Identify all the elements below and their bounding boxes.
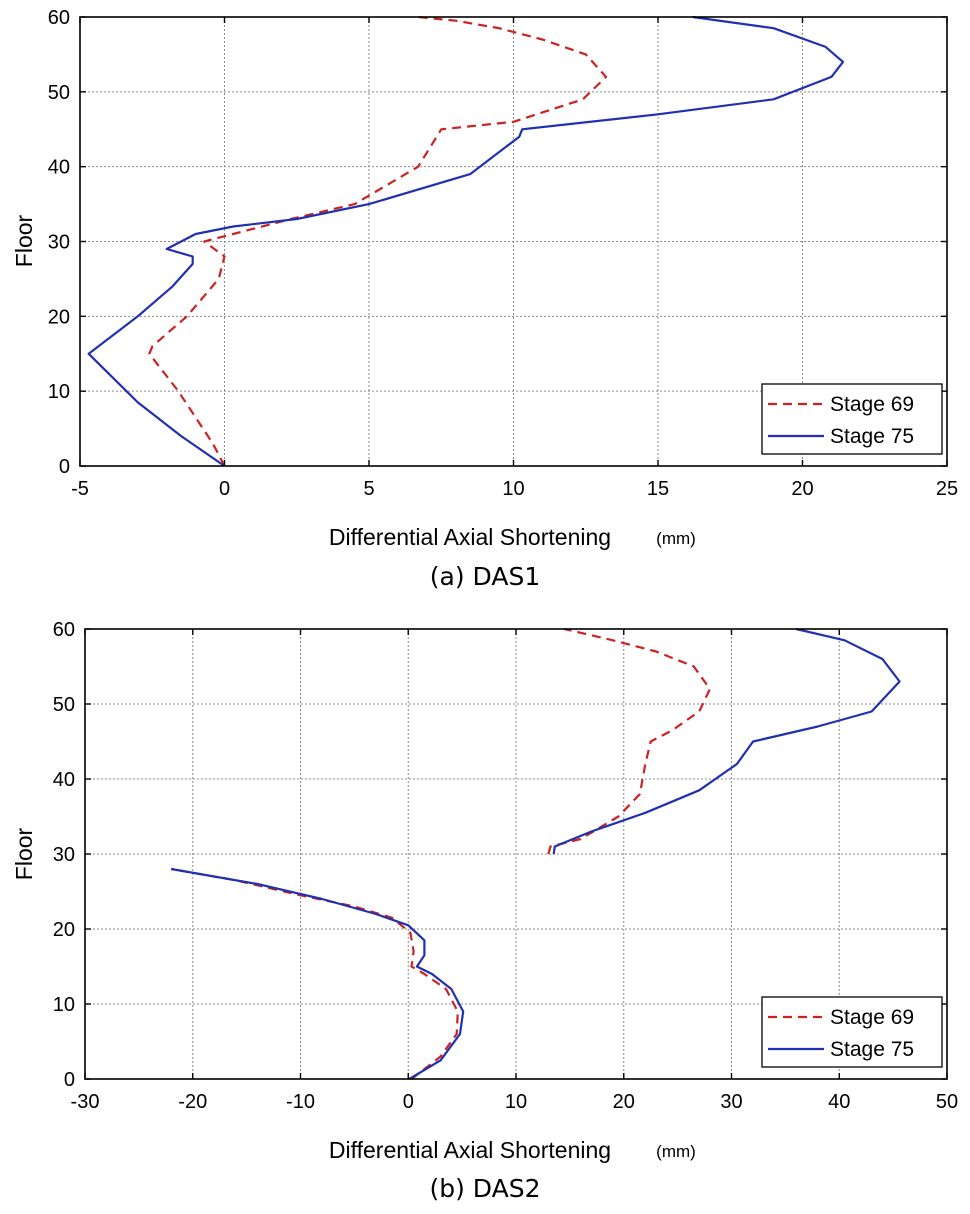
x-tick-label: -5 — [71, 478, 89, 500]
series-line-stage-75 — [87, 15, 845, 467]
x-tick-label: 30 — [720, 1091, 742, 1113]
y-tick-label: 20 — [53, 919, 75, 941]
x-tick-label: 50 — [936, 1091, 958, 1113]
y-tick-label: 20 — [48, 306, 70, 328]
y-axis-label: Floor — [11, 214, 37, 267]
series-group — [87, 15, 845, 467]
legend-label: Stage 75 — [830, 425, 914, 448]
x-tick-label: 25 — [936, 478, 958, 500]
x-tick-label: 0 — [219, 478, 230, 500]
y-tick-label: 10 — [48, 381, 70, 403]
y-tick-label: 60 — [53, 619, 75, 641]
x-tick-label: 10 — [505, 1091, 527, 1113]
x-tick-label: 5 — [363, 478, 374, 500]
y-tick-label: 0 — [59, 456, 70, 478]
x-tick-label: 10 — [502, 478, 524, 500]
series-line-stage-69 — [148, 15, 608, 467]
x-tick-label: -30 — [71, 1091, 100, 1113]
y-tick-label: 40 — [48, 157, 70, 179]
x-tick-label: -20 — [178, 1091, 207, 1113]
y-tick-label: 50 — [53, 694, 75, 716]
legend-label: Stage 69 — [830, 1006, 914, 1029]
series-line-stage-69 — [171, 867, 459, 1080]
x-tick-label: 40 — [828, 1091, 850, 1113]
x-tick-label: -10 — [286, 1091, 315, 1113]
chart-caption: (a) DAS1 — [430, 562, 540, 591]
y-tick-label: 50 — [48, 82, 70, 104]
legend: Stage 69 Stage 75 — [761, 383, 943, 455]
legend-label: Stage 75 — [830, 1038, 914, 1061]
x-tick-label: 20 — [791, 478, 813, 500]
y-tick-label: 60 — [48, 7, 70, 29]
series-line-stage-75 — [552, 627, 901, 855]
x-tick-label: 20 — [613, 1091, 635, 1113]
y-axis-label: Floor — [11, 827, 37, 880]
legend: Stage 69 Stage 75 — [761, 996, 943, 1068]
x-tick-label: 15 — [647, 478, 669, 500]
y-tick-label: 30 — [53, 844, 75, 866]
x-axis-unit: (mm) — [656, 529, 696, 548]
x-tick-label: 0 — [403, 1091, 414, 1113]
y-tick-label: 10 — [53, 994, 75, 1016]
series-group — [171, 627, 901, 1080]
chart-caption: (b) DAS2 — [429, 1174, 540, 1203]
legend-box — [761, 383, 943, 455]
x-axis-unit: (mm) — [656, 1142, 696, 1161]
y-tick-label: 0 — [64, 1069, 75, 1091]
x-axis-label: Differential Axial Shortening — [329, 524, 611, 550]
chart-das2: -30 -20 -10 0 10 20 30 40 50 0 10 20 30 40 50 60 Differe… — [11, 619, 958, 1203]
x-axis-label: Differential Axial Shortening — [329, 1137, 611, 1163]
series-line-stage-75 — [171, 867, 465, 1080]
y-tick-label: 30 — [48, 232, 70, 254]
y-tick-label: 40 — [53, 769, 75, 791]
legend-label: Stage 69 — [830, 393, 914, 416]
legend-box — [761, 996, 943, 1068]
series-line-stage-69 — [547, 627, 711, 855]
